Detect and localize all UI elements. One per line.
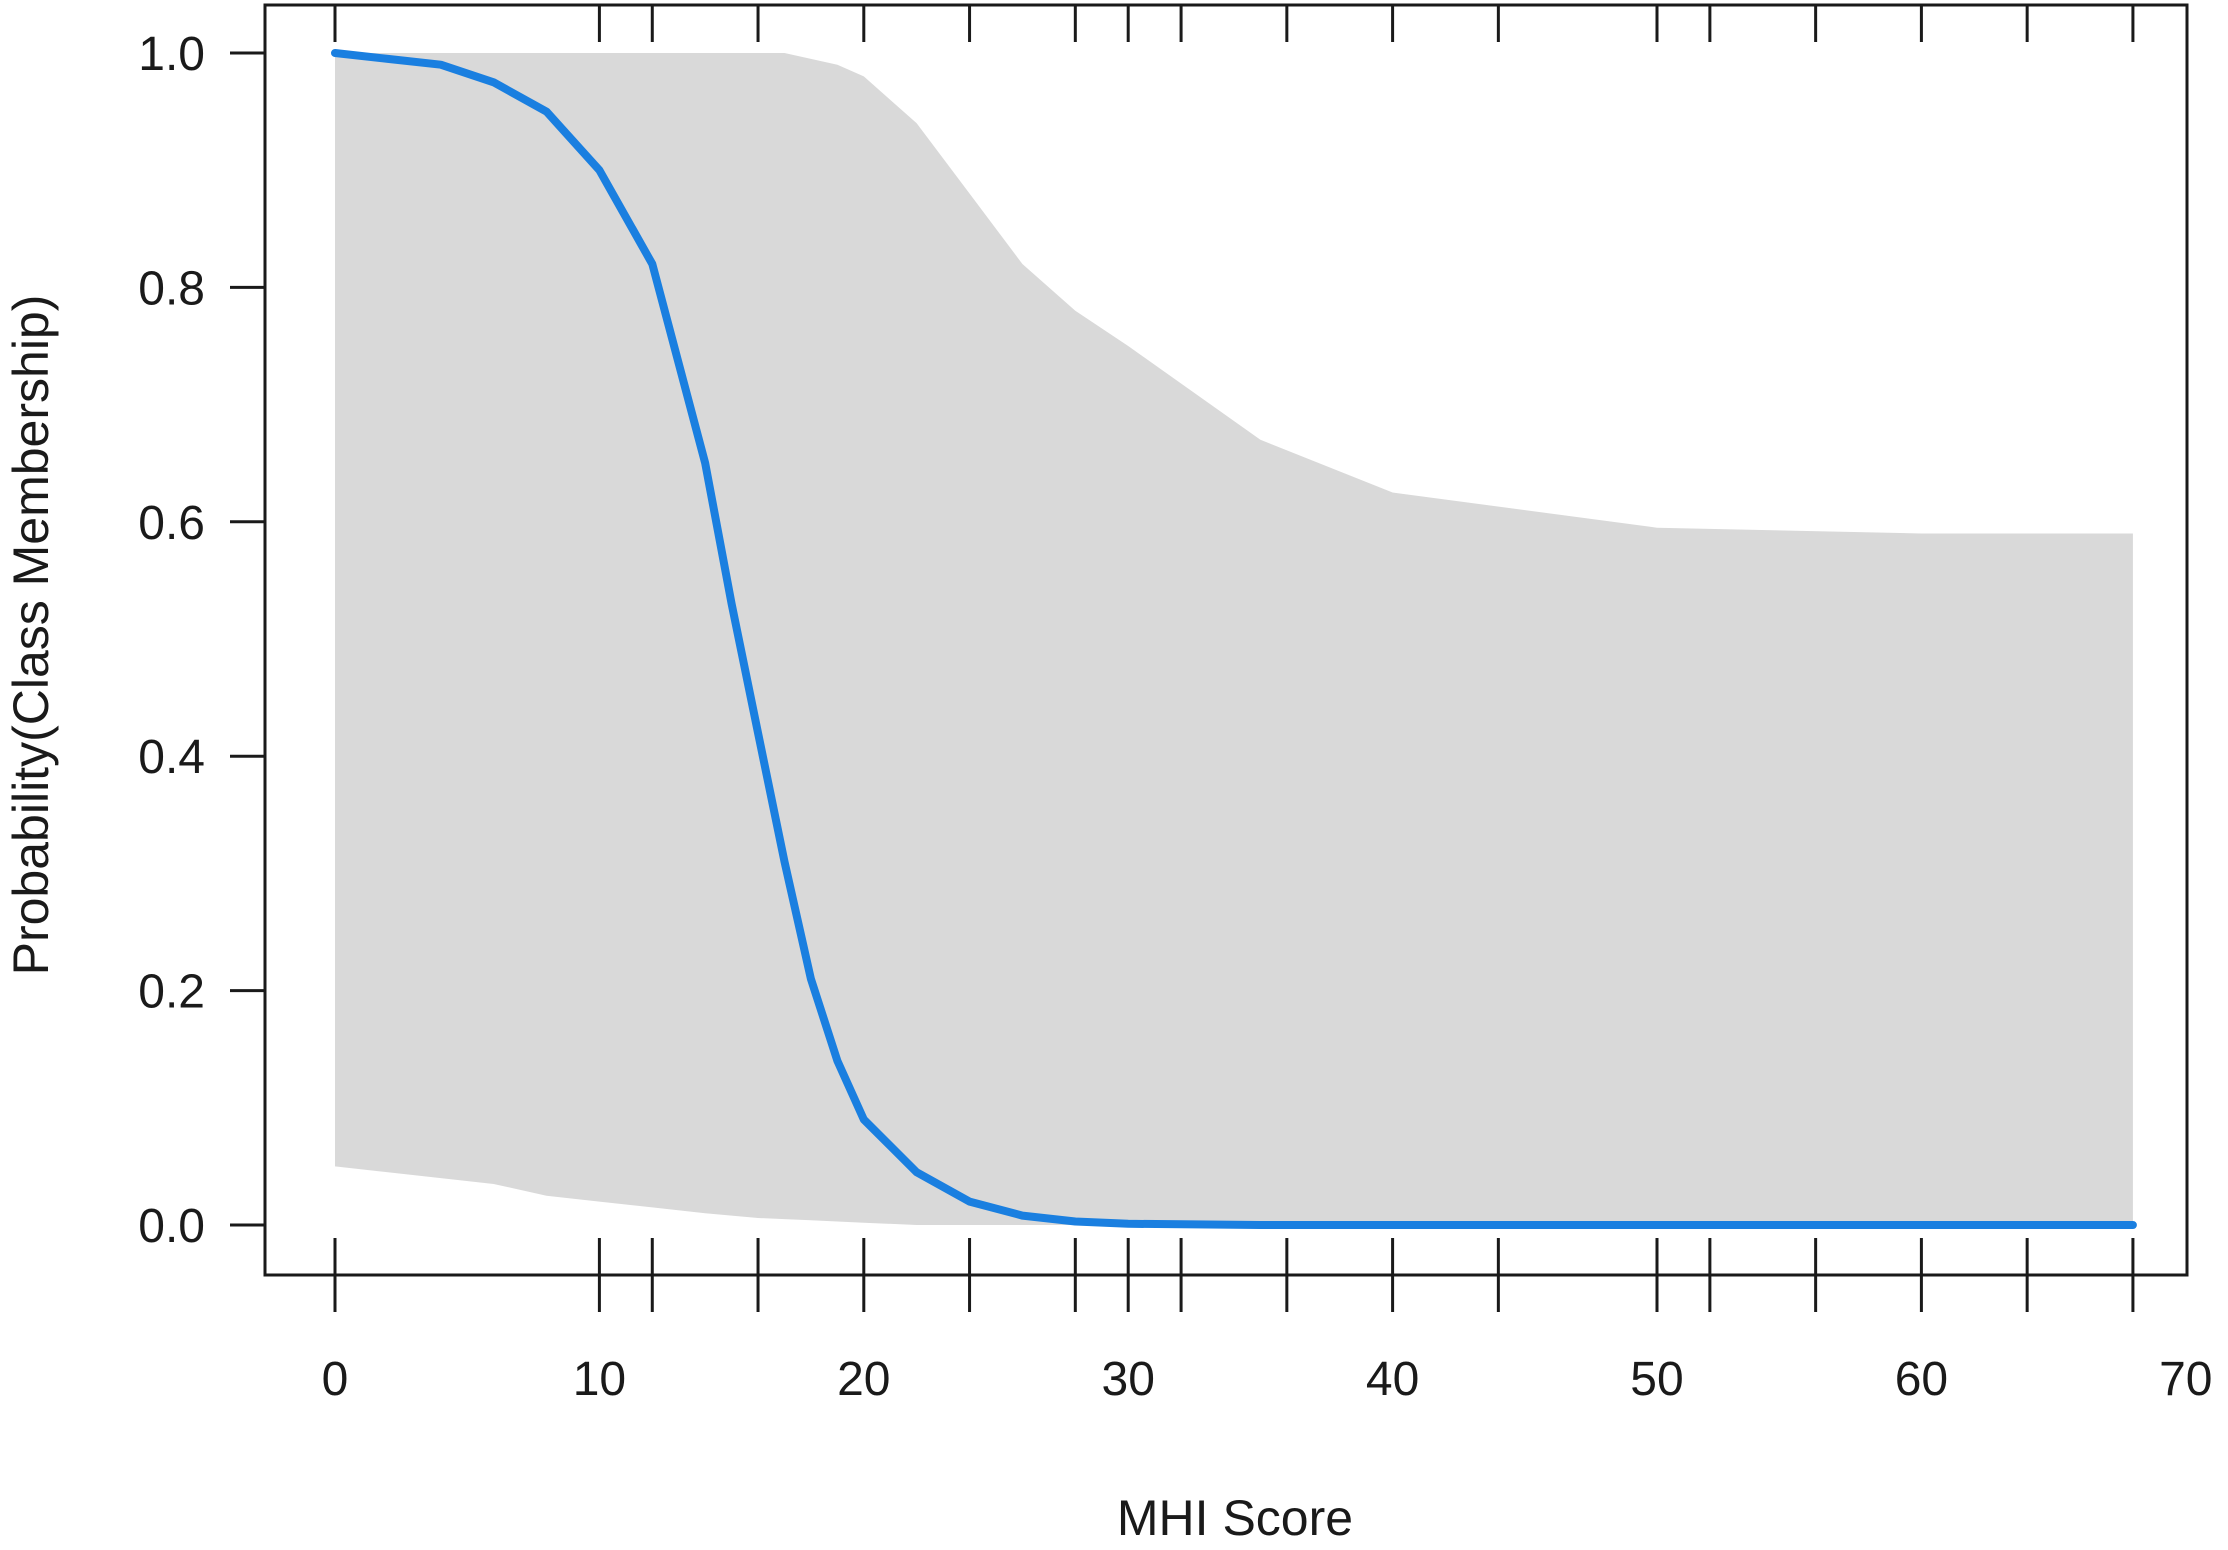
x-tick-label: 20: [837, 1353, 890, 1406]
y-tick-label: 0.0: [138, 1200, 205, 1253]
x-tick-label: 40: [1366, 1353, 1419, 1406]
probability-line: [331, 49, 2137, 1229]
confidence-band: [335, 53, 2133, 1225]
x-axis: 0 10 20 30 40 50 60 70: [322, 5, 2212, 1406]
x-tick-label: 60: [1895, 1353, 1948, 1406]
y-tick-label: 1.0: [138, 28, 205, 81]
y-axis-title: Probability(Class Membership): [3, 295, 59, 976]
x-tick-label: 70: [2159, 1353, 2212, 1406]
confidence-band-layer: [335, 53, 2133, 1225]
probability-line-layer: [331, 49, 2137, 1229]
y-tick-label: 0.6: [138, 497, 205, 550]
x-tick-label: 30: [1102, 1353, 1155, 1406]
y-tick-label: 0.8: [138, 262, 205, 315]
x-tick-label: 10: [573, 1353, 626, 1406]
y-axis: 0.0 0.2 0.4 0.6 0.8 1.0: [138, 28, 265, 1253]
x-tick-label: 0: [322, 1353, 349, 1406]
x-tick-label: 50: [1630, 1353, 1683, 1406]
x-axis-title: MHI Score: [1117, 1490, 1353, 1545]
plot-frame: [263, 3, 2189, 1277]
y-tick-label: 0.4: [138, 731, 205, 784]
y-tick-label: 0.2: [138, 966, 205, 1019]
